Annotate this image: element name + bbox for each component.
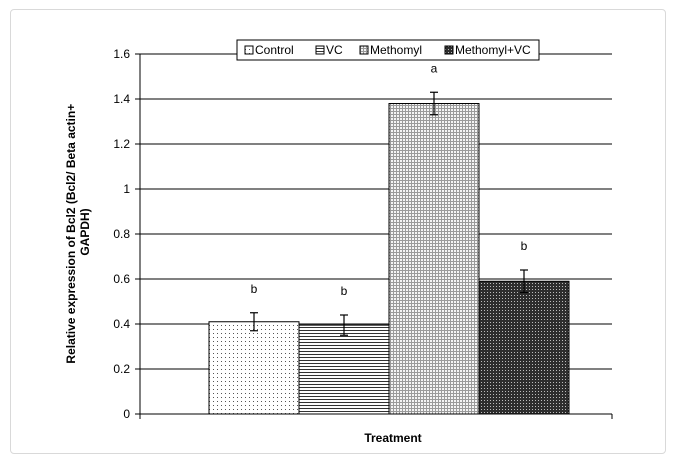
legend-box [236,39,540,61]
y-axis-title: Relative expression of Bcl2 (Bcl2/ Beta … [64,100,92,363]
y-tick-label: 0.2 [113,362,130,376]
bar-methomyl [388,103,480,415]
significance-label: a [431,61,438,75]
y-tick-label: 0 [123,407,130,421]
y-axis-title-line-2: GAPDH) [78,208,92,255]
x-axis-title: Treatment [364,431,421,445]
legend-swatch [444,45,454,55]
y-tick-label: 0.6 [113,272,130,286]
legend-swatch [244,45,254,55]
significance-label: b [341,284,348,298]
legend-swatch [315,45,325,55]
y-tick-label: 0.8 [113,227,130,241]
legend-swatch [359,45,369,55]
legend-label: Control [255,43,294,57]
bar-vc [298,324,390,415]
significance-label: b [521,239,528,253]
legend-label: Methomyl [370,43,422,57]
y-axis-title-line-1: Relative expression of Bcl2 (Bcl2/ Beta … [64,104,78,364]
bar-control [208,321,300,415]
significance-label: b [251,282,258,296]
legend-label: VC [326,43,343,57]
legend: Control VC Methomyl Methomyl+VC [236,39,540,61]
y-tick-label: 1.2 [113,137,130,151]
y-tick-label: 1.4 [113,92,130,106]
y-tick-label: 1.6 [113,47,130,61]
y-tick-label: 1 [123,182,130,196]
legend-label: Methomyl+VC [455,43,531,57]
y-tick-label: 0.4 [113,317,130,331]
bars: b b a b [208,61,570,415]
bar-methomyl-vc [478,280,570,415]
